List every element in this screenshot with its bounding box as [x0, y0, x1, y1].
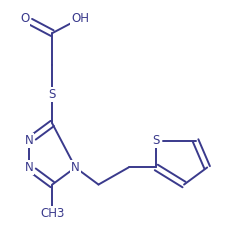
- Text: N: N: [25, 161, 33, 174]
- Text: OH: OH: [71, 12, 89, 25]
- Text: S: S: [49, 88, 56, 101]
- Text: CH3: CH3: [40, 207, 64, 220]
- Text: O: O: [20, 12, 29, 25]
- Text: S: S: [153, 134, 160, 147]
- Text: N: N: [25, 134, 33, 147]
- Text: N: N: [71, 161, 80, 174]
